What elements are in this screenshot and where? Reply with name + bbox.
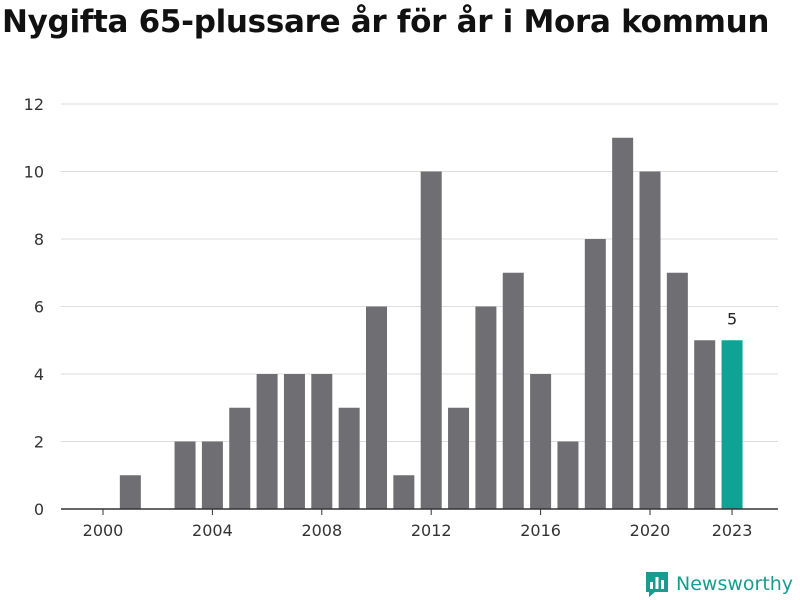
x-tick-label: 2012 bbox=[411, 521, 452, 540]
bar bbox=[229, 407, 251, 509]
chart-title: Nygifta 65-plussare år för år i Mora kom… bbox=[2, 4, 770, 40]
bar bbox=[530, 374, 552, 509]
y-tick-label: 6 bbox=[34, 298, 44, 317]
bar bbox=[639, 171, 661, 509]
bar bbox=[584, 239, 606, 509]
bar bbox=[256, 374, 278, 509]
x-tick-label: 2023 bbox=[712, 521, 753, 540]
x-tick-label: 2008 bbox=[301, 521, 342, 540]
x-tick-label: 2004 bbox=[192, 521, 233, 540]
bar bbox=[283, 374, 305, 509]
newsworthy-logo-icon bbox=[646, 572, 668, 597]
bar bbox=[119, 475, 141, 509]
bar bbox=[612, 137, 634, 509]
bar bbox=[694, 340, 716, 509]
y-tick-label: 12 bbox=[24, 95, 44, 114]
bar bbox=[475, 306, 497, 509]
brand-name: Newsworthy bbox=[676, 573, 794, 595]
x-tick-label: 2020 bbox=[630, 521, 671, 540]
newsworthy-brand[interactable]: Newsworthy bbox=[644, 570, 793, 598]
bar bbox=[557, 441, 579, 509]
bar bbox=[448, 407, 470, 509]
bar bbox=[201, 441, 223, 509]
bar bbox=[174, 441, 196, 509]
y-tick-label: 2 bbox=[34, 433, 44, 452]
y-tick-label: 4 bbox=[34, 365, 44, 384]
bar bbox=[311, 374, 333, 509]
bar bbox=[502, 272, 524, 509]
bar bbox=[420, 171, 442, 509]
x-tick-label: 2000 bbox=[83, 521, 124, 540]
bar bbox=[393, 475, 415, 509]
bar-highlight bbox=[721, 340, 743, 509]
x-tick-label: 2016 bbox=[520, 521, 561, 540]
y-tick-label: 0 bbox=[34, 500, 44, 519]
bar bbox=[338, 407, 360, 509]
data-label: 5 bbox=[727, 309, 737, 328]
y-tick-label: 10 bbox=[24, 163, 44, 182]
y-tick-label: 8 bbox=[34, 230, 44, 249]
bar bbox=[366, 306, 387, 509]
bar bbox=[666, 272, 688, 509]
